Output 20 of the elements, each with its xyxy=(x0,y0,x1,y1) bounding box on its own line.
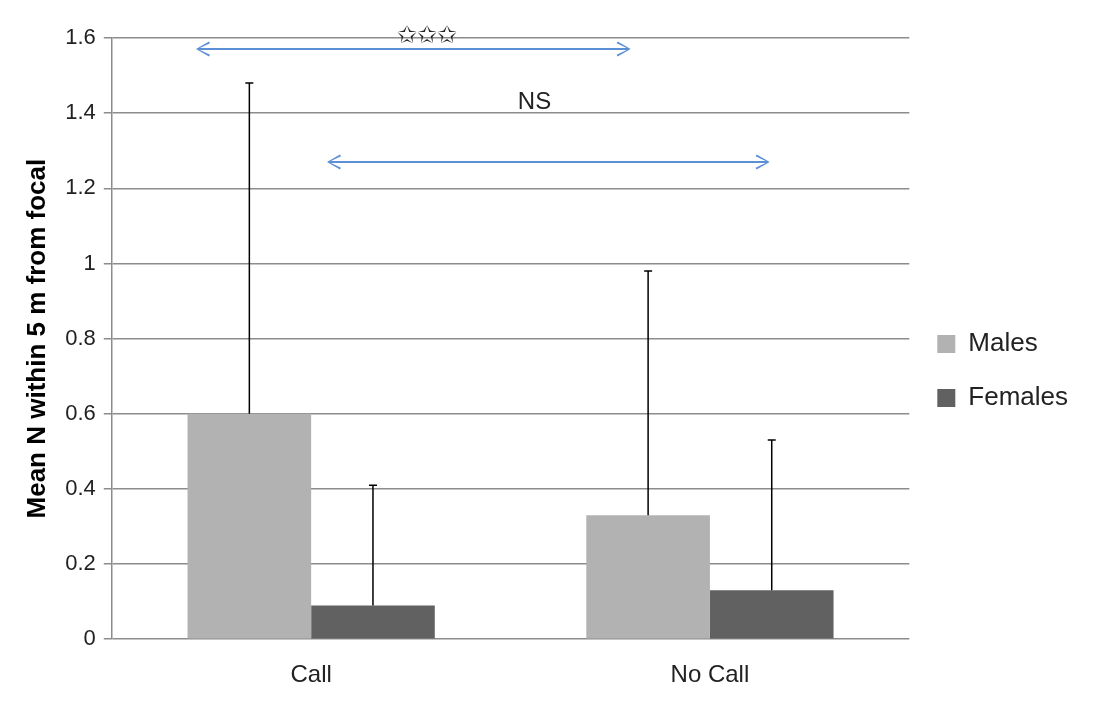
bar xyxy=(586,515,710,639)
legend-label: Females xyxy=(968,381,1069,412)
bar xyxy=(187,413,312,639)
y-tick-label: 1.2 xyxy=(65,174,96,200)
legend-label: Males xyxy=(968,327,1038,358)
x-tick-label: No Call xyxy=(670,660,750,688)
y-tick-label: 1 xyxy=(83,249,96,275)
y-tick-label: 0.2 xyxy=(65,550,96,576)
y-tick-label: 0.8 xyxy=(65,324,96,350)
bar xyxy=(311,605,435,639)
x-tick-label: Call xyxy=(290,660,332,688)
y-tick-label: 0.4 xyxy=(65,474,96,500)
bar xyxy=(709,590,834,639)
annotation: ✩✩✩ xyxy=(396,20,457,48)
y-tick-label: 0.6 xyxy=(65,399,96,425)
y-tick-label: 1.4 xyxy=(65,99,96,125)
y-axis-title: Mean N within 5 m from focal xyxy=(20,158,51,519)
y-tick-label: 0 xyxy=(83,625,96,651)
annotation: NS xyxy=(517,86,552,114)
y-tick-label: 1.6 xyxy=(65,24,96,50)
